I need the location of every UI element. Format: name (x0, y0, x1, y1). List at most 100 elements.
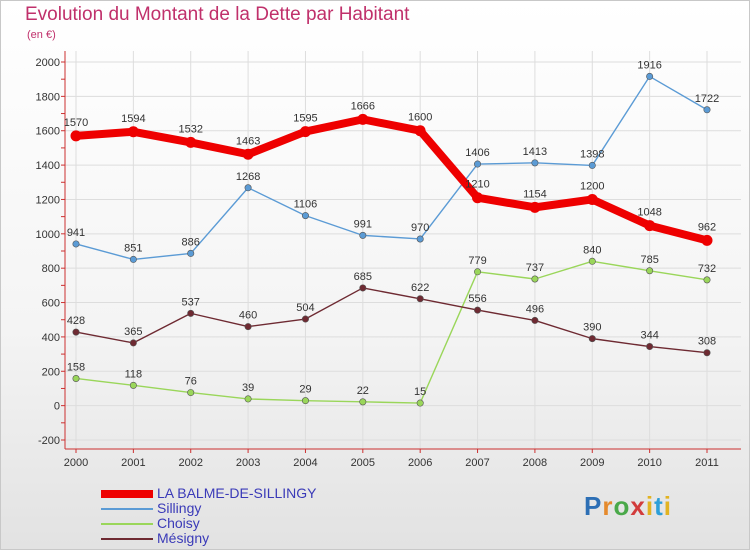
data-label-sillingy: 941 (67, 227, 85, 239)
data-label-la-balme-de-sillingy: 1210 (465, 179, 489, 191)
data-point-sillingy (474, 160, 482, 168)
y-tick-label: -200 (38, 435, 60, 447)
data-label-la-balme-de-sillingy: 1048 (637, 207, 661, 219)
data-label-sillingy: 1722 (695, 93, 719, 105)
legend-swatch (101, 508, 153, 510)
data-point-mesigny (531, 316, 539, 324)
data-point-choisy (416, 399, 424, 407)
data-point-la-balme-de-sillingy (185, 136, 197, 148)
y-tick-label: 600 (42, 298, 60, 310)
data-point-choisy (646, 267, 654, 275)
data-point-la-balme-de-sillingy (127, 126, 139, 138)
x-tick-label: 2004 (293, 457, 317, 469)
data-label-mesigny: 496 (526, 303, 544, 315)
data-label-mesigny: 460 (239, 310, 257, 322)
proxiti-logo: Proxiti (584, 491, 672, 521)
data-point-mesigny (301, 315, 309, 323)
y-tick-label: 1600 (36, 126, 60, 138)
y-tick-label: 1400 (36, 160, 60, 172)
data-point-mesigny (416, 295, 424, 303)
y-tick-label: 1200 (36, 194, 60, 206)
x-tick-label: 2000 (64, 457, 88, 469)
data-label-sillingy: 1398 (580, 148, 604, 160)
data-point-sillingy (359, 231, 367, 239)
y-tick-label: 1000 (36, 229, 60, 241)
data-label-la-balme-de-sillingy: 1600 (408, 112, 432, 124)
y-tick-label: 400 (42, 332, 60, 344)
data-point-la-balme-de-sillingy (472, 192, 484, 204)
data-point-choisy (187, 389, 195, 397)
data-point-la-balme-de-sillingy (357, 113, 369, 125)
data-label-choisy: 737 (526, 262, 544, 274)
data-point-choisy (474, 268, 482, 276)
data-point-choisy (703, 276, 711, 284)
data-point-mesigny (646, 343, 654, 351)
data-label-la-balme-de-sillingy: 1532 (178, 123, 202, 135)
data-point-sillingy (416, 235, 424, 243)
data-label-choisy: 29 (299, 384, 311, 396)
data-point-la-balme-de-sillingy (299, 126, 311, 138)
data-label-sillingy: 991 (354, 218, 372, 230)
data-point-sillingy (244, 184, 252, 192)
data-label-choisy: 118 (125, 368, 143, 380)
legend-swatch (101, 523, 153, 525)
legend-label: Mésigny (157, 530, 210, 546)
data-label-choisy: 732 (698, 263, 716, 275)
data-label-la-balme-de-sillingy: 1570 (64, 117, 88, 129)
data-label-mesigny: 308 (698, 336, 716, 348)
data-point-sillingy (531, 159, 539, 167)
data-label-sillingy: 1413 (523, 146, 547, 158)
data-point-choisy (244, 395, 252, 403)
x-tick-label: 2007 (465, 457, 489, 469)
data-label-choisy: 785 (640, 254, 658, 266)
data-point-la-balme-de-sillingy (529, 201, 541, 213)
data-point-choisy (359, 398, 367, 406)
data-label-choisy: 22 (357, 385, 369, 397)
series-line-sillingy (75, 75, 708, 261)
data-point-la-balme-de-sillingy (701, 234, 713, 246)
data-label-choisy: 158 (67, 361, 85, 373)
data-point-sillingy (646, 72, 654, 80)
data-point-mesigny (244, 323, 252, 331)
line-chart: -200 0 200 400 600 800 1000 1200 1400 1600 1800 200… (36, 51, 741, 469)
data-label-mesigny: 537 (182, 296, 200, 308)
data-label-mesigny: 344 (640, 330, 658, 342)
series-line-mesigny (75, 287, 708, 354)
data-point-la-balme-de-sillingy (644, 220, 656, 232)
data-label-la-balme-de-sillingy: 1463 (236, 135, 260, 147)
data-point-sillingy (129, 255, 137, 263)
data-label-mesigny: 428 (67, 315, 85, 327)
data-label-la-balme-de-sillingy: 1666 (351, 100, 375, 112)
data-point-sillingy (703, 106, 711, 114)
data-point-mesigny (703, 349, 711, 357)
data-label-la-balme-de-sillingy: 962 (698, 221, 716, 233)
legend-label: Sillingy (157, 500, 202, 516)
data-point-mesigny (72, 328, 80, 336)
chart-title: Evolution du Montant de la Dette par Hab… (25, 4, 410, 25)
data-label-mesigny: 685 (354, 271, 372, 283)
data-point-mesigny (588, 335, 596, 343)
y-tick-label: 0 (54, 401, 60, 413)
x-tick-label: 2003 (236, 457, 260, 469)
data-point-mesigny (359, 284, 367, 292)
data-point-la-balme-de-sillingy (586, 193, 598, 205)
series-line-la-balme-de-sillingy (75, 115, 708, 245)
data-label-sillingy: 886 (182, 236, 200, 248)
data-point-choisy (531, 275, 539, 283)
data-point-mesigny (129, 339, 137, 347)
data-point-sillingy (301, 212, 309, 220)
data-label-mesigny: 390 (583, 322, 601, 334)
x-tick-label: 2002 (178, 457, 202, 469)
data-label-la-balme-de-sillingy: 1154 (523, 188, 547, 200)
x-tick-label: 2010 (637, 457, 661, 469)
x-tick-label: 2009 (580, 457, 604, 469)
data-point-sillingy (187, 249, 195, 257)
data-label-la-balme-de-sillingy: 1595 (293, 113, 317, 125)
data-label-sillingy: 1106 (294, 199, 318, 211)
x-tick-label: 2001 (121, 457, 145, 469)
data-label-sillingy: 851 (124, 242, 142, 254)
y-tick-label: 2000 (36, 57, 60, 69)
data-label-choisy: 76 (185, 376, 197, 388)
data-label-sillingy: 1916 (637, 59, 661, 71)
